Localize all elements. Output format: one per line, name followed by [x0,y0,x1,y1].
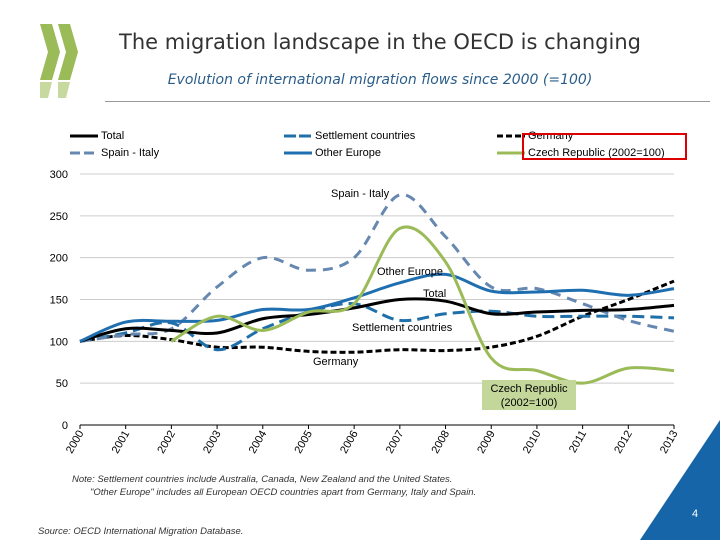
annotation: Spain - Italy [331,188,390,200]
page-subtitle: Evolution of international migration flo… [167,72,593,88]
y-tick-label: 250 [50,211,68,223]
page-title: The migration landscape in the OECD is c… [119,30,641,54]
x-tick-label: 2001 [110,429,133,456]
y-tick-label: 100 [50,336,68,348]
annotation: Germany [313,356,359,368]
divider [105,101,710,102]
series-line-total [79,297,675,343]
x-tick-label: 2011 [567,429,589,455]
y-tick-label: 150 [50,295,68,307]
legend-label: Czech Republic (2002=100) [528,147,665,159]
legend-label: Total [101,130,125,142]
y-tick-label: 300 [50,169,68,181]
x-tick-label: 2012 [612,429,635,456]
source-text: Source: OECD International Migration Dat… [38,526,244,537]
x-tick-label: 2003 [201,429,224,456]
x-tick-label: 2008 [430,429,453,456]
x-tick-label: 2007 [384,429,407,456]
y-tick-label: 50 [56,378,68,390]
legend-label: Settlement countries [315,130,416,142]
x-tick-label: 2002 [155,429,178,456]
x-tick-label: 2004 [247,429,270,456]
czech-label-box [482,380,576,410]
corner-triangle [640,420,720,540]
y-tick-label: 0 [62,420,68,432]
annotation: Other Europe [377,266,443,278]
x-tick-label: 2009 [475,429,498,456]
legend-label: Spain - Italy [101,147,160,159]
legend-label: Other Europe [315,147,382,159]
y-tick-label: 200 [50,253,68,265]
legend-other-europe: Other Europe [284,147,381,159]
x-tick-label: 2005 [292,429,315,456]
x-tick-label: 2000 [64,429,87,456]
series-line-settlement-countries [79,301,675,352]
annotation: Total [423,288,446,300]
legend-czech: Czech Republic (2002=100) [497,147,665,159]
note-line-1: Note: Settlement countries include Austr… [72,474,453,485]
x-tick-label: 2010 [521,429,544,456]
annotation: Czech Republic [490,383,568,395]
highlight-box [522,133,687,160]
annotation: (2002=100) [501,397,558,409]
legend-total: Total [70,130,124,142]
legend-spain-italy: Spain - Italy [70,147,159,159]
series-line-other-europe [79,272,675,343]
series-line-spain-italy [79,193,675,343]
legend-settlement: Settlement countries [284,130,415,142]
page-number: 4 [692,508,699,520]
series-line-czech-republic- [170,225,675,385]
oecd-logo [38,22,78,105]
x-tick-label: 2006 [338,429,361,456]
annotation: Settlement countries [352,322,453,334]
note-line-2: "Other Europe" includes all European OEC… [90,487,477,498]
